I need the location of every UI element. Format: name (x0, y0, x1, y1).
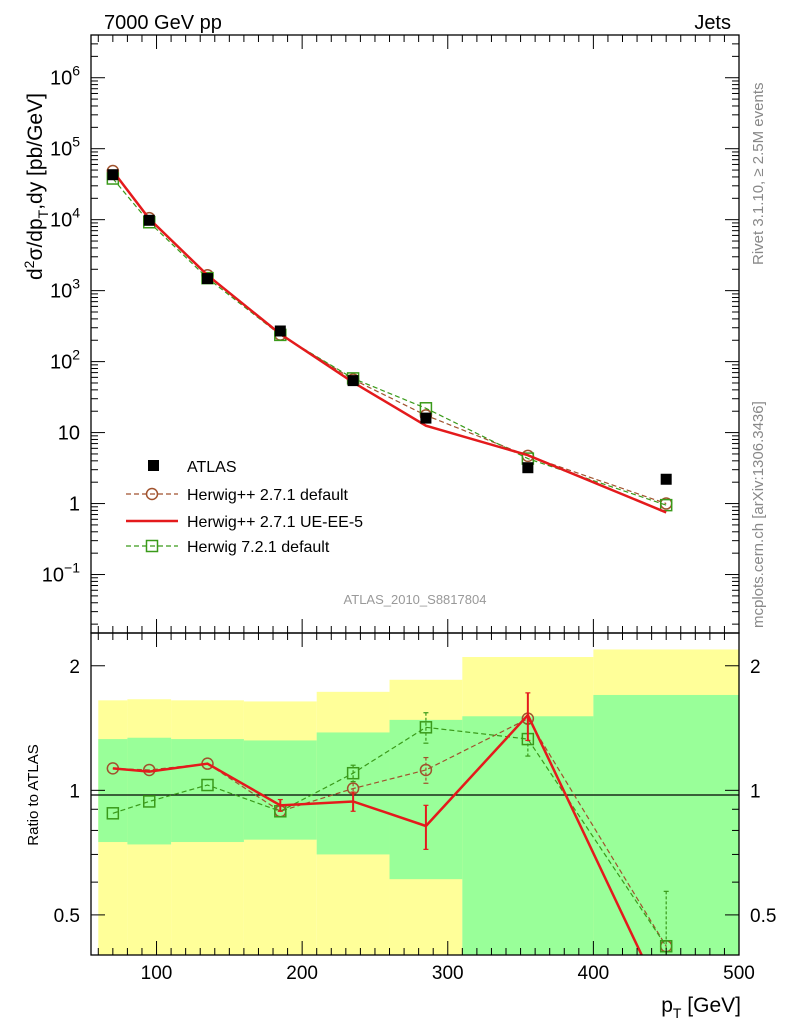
main-series (106, 164, 673, 514)
ratio-point-herwig7 (142, 795, 156, 808)
legend-herwigpp-default-marker (145, 487, 159, 501)
main-point-atlas (143, 214, 155, 226)
main-y-tick-label: 106 (50, 63, 80, 90)
ratio-line-herwig7 (112, 726, 667, 947)
ratio-bands (98, 649, 739, 955)
legend-atlas-marker (148, 460, 159, 471)
x-tick-label: 100 (141, 963, 173, 984)
legend-herwig7-marker (145, 539, 159, 553)
ratio-point-herwig7 (419, 721, 433, 734)
main-point-atlas (107, 169, 119, 181)
ratio-point-herwig7 (346, 766, 360, 780)
ratio-y-tick-label-right: 0.5 (750, 906, 776, 927)
main-point-herwig7 (659, 498, 673, 512)
main-y-tick-label: 103 (50, 276, 80, 303)
ratio-y-tick-label-right: 2 (750, 657, 761, 678)
ratio-y-tick-label-left: 2 (69, 657, 80, 678)
ratio-y-tick-label-left: 0.5 (54, 906, 80, 927)
ratio-y-axis-title: Ratio to ATLAS (25, 744, 42, 845)
x-tick-label: 400 (578, 963, 610, 984)
legend-herwigpp-default-label: Herwig++ 2.7.1 default (187, 487, 349, 504)
main-point-atlas (420, 412, 432, 424)
rivet-version-label: Rivet 3.1.10, ≥ 2.5M events (750, 83, 767, 266)
main-point-atlas (274, 325, 286, 337)
main-y-tick-label: 10−1 (42, 560, 80, 587)
ratio-y-tick-label-left: 1 (69, 781, 80, 802)
legend: ATLAS Herwig++ 2.7.1 default Herwig++ 2.… (126, 459, 363, 556)
main-y-tick-label: 10 (58, 423, 80, 445)
ratio-series (106, 692, 673, 955)
legend-item-atlas: ATLAS (148, 459, 237, 476)
main-y-tick-label: 1 (69, 494, 80, 516)
main-y-tick-label: 104 (50, 205, 80, 232)
main-line-herwigpp-default (112, 170, 667, 505)
legend-atlas-label: ATLAS (187, 459, 237, 476)
main-line-herwigpp-ue (111, 170, 667, 514)
main-point-atlas (660, 473, 672, 485)
ratio-band-inner (127, 737, 172, 845)
legend-item-herwig7: Herwig 7.2.1 default (126, 539, 330, 556)
legend-herwigpp-ue-label: Herwig++ 2.7.1 UE-EE-5 (187, 514, 363, 531)
main-point-atlas (201, 273, 213, 285)
main-point-atlas (522, 462, 534, 474)
analysis-id-label: ATLAS_2010_S8817804 (344, 592, 487, 607)
x-tick-label: 200 (286, 963, 318, 984)
x-axis-title: pT [GeV] (661, 994, 741, 1021)
ratio-ticks: 100 200 300 400 500 0.5 0.5 1 1 2 2 (54, 633, 776, 984)
ratio-y-tick-label-right: 1 (750, 781, 761, 802)
ratio-line-herwigpp-ue (112, 712, 644, 955)
main-y-axis-title: d2σ/dpT,dy [pb/GeV] (21, 93, 51, 280)
header-left-label: 7000 GeV pp (104, 12, 222, 34)
main-point-atlas (347, 375, 359, 387)
ratio-point-herwig7 (201, 778, 214, 792)
legend-item-herwigpp-ue: Herwig++ 2.7.1 UE-EE-5 (126, 514, 363, 531)
ratio-line-herwigpp-default (112, 717, 667, 947)
legend-item-herwigpp-default: Herwig++ 2.7.1 default (126, 487, 349, 504)
main-y-tick-label: 102 (50, 347, 80, 374)
ratio-point-herwig7 (106, 807, 120, 820)
ratio-frame (90, 632, 740, 956)
x-tick-label: 500 (723, 963, 755, 984)
mcplots-label: mcplots.cern.ch [arXiv:1306.3436] (750, 401, 767, 628)
main-y-tick-label: 105 (50, 134, 80, 161)
header-right-label: Jets (694, 12, 731, 34)
ratio-panel: 100 200 300 400 500 0.5 0.5 1 1 2 2 Ratio to ATLAS… (25, 632, 776, 1021)
x-tick-label: 300 (432, 963, 464, 984)
ratio-point-herwigpp-default (419, 763, 433, 777)
main-line-herwig7 (112, 178, 667, 506)
legend-herwig7-label: Herwig 7.2.1 default (187, 539, 330, 556)
